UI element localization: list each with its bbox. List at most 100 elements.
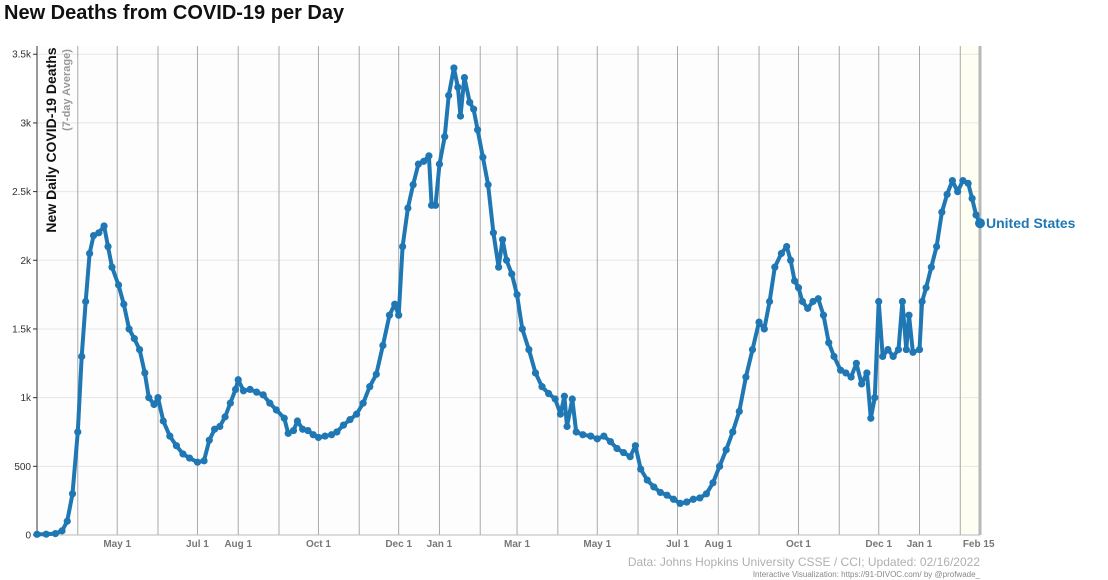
data-point (100, 222, 108, 230)
data-point (280, 414, 288, 422)
data-point (379, 341, 387, 350)
x-tick-label: Aug 1 (704, 539, 732, 550)
data-point (135, 345, 144, 354)
data-point (748, 345, 757, 354)
data-point (600, 432, 608, 440)
data-point (560, 392, 568, 400)
data-point (120, 300, 128, 308)
data-point (922, 284, 930, 292)
data-point (568, 395, 576, 403)
data-point (814, 295, 822, 303)
x-tick-label: Mar 1 (504, 539, 531, 550)
data-point (78, 352, 86, 361)
data-point (884, 345, 892, 354)
data-point (702, 490, 711, 498)
data-point (783, 242, 791, 251)
data-point (150, 400, 158, 409)
data-point (226, 399, 234, 407)
data-point (130, 334, 138, 343)
data-point (894, 345, 903, 354)
data-point (830, 352, 838, 361)
data-point (498, 236, 507, 244)
data-point (114, 281, 123, 289)
y-tick-label: 1k (20, 393, 32, 404)
data-point (68, 490, 77, 498)
data-point (643, 476, 651, 484)
data-point (889, 352, 897, 361)
data-point (58, 527, 66, 535)
data-point (863, 369, 871, 377)
x-tick-label: Jul 1 (666, 539, 689, 550)
data-point (825, 339, 833, 347)
data-point (404, 204, 412, 212)
data-point (927, 263, 935, 271)
data-point (399, 242, 407, 251)
y-axis-title: New Daily COVID-19 Deaths (43, 47, 59, 232)
data-point (239, 387, 248, 395)
data-point (82, 297, 90, 306)
data-point (852, 359, 860, 367)
data-point (259, 391, 267, 399)
data-point (613, 444, 621, 453)
data-point (508, 270, 516, 278)
x-tick-label: Oct 1 (786, 539, 811, 550)
series-end-marker (975, 218, 985, 229)
data-point (172, 442, 181, 450)
data-point (159, 417, 167, 425)
data-point (722, 446, 730, 454)
data-point (246, 385, 254, 393)
data-point (185, 454, 194, 462)
data-point (518, 325, 526, 333)
chart-title: New Deaths from COVID-19 per Day (4, 2, 345, 24)
visualization-credit[interactable]: Interactive Visualization: https://91-DI… (752, 570, 980, 579)
data-point (513, 291, 521, 299)
data-point (715, 462, 724, 470)
data-point (771, 263, 779, 271)
data-point (502, 256, 511, 264)
data-point (545, 389, 553, 398)
data-point (391, 300, 399, 308)
data-point (972, 211, 980, 219)
y-tick-label: 0 (25, 531, 31, 542)
data-point (479, 153, 487, 161)
data-point (735, 407, 743, 415)
data-point (346, 416, 354, 424)
data-point (339, 421, 348, 429)
data-point (525, 345, 533, 354)
x-tick-label: Jul 1 (186, 539, 209, 550)
x-tick-label: Oct 1 (306, 539, 331, 550)
data-source-note: Data: Johns Hopkins University CSSE / CC… (627, 555, 980, 569)
data-point (918, 297, 926, 306)
data-point (425, 152, 433, 160)
data-point (879, 352, 887, 361)
data-point (454, 83, 462, 91)
data-point (484, 181, 492, 189)
data-point (420, 157, 428, 165)
data-point (587, 432, 595, 440)
data-point (760, 325, 768, 333)
y-tick-label: 2k (20, 256, 32, 267)
data-point (798, 297, 807, 306)
data-point (51, 530, 60, 538)
data-point (289, 427, 298, 435)
y-tick-label: 500 (14, 462, 31, 473)
data-point (729, 428, 737, 436)
data-point (902, 345, 910, 354)
data-point (145, 394, 153, 402)
data-point (372, 370, 380, 378)
data-point (200, 457, 208, 465)
data-point (709, 479, 717, 487)
x-tick-label: May 1 (103, 539, 131, 550)
y-tick-label: 1.5k (12, 324, 32, 335)
data-point (460, 73, 469, 82)
x-tick-label: Dec 1 (865, 539, 892, 550)
data-point (216, 422, 224, 431)
x-tick-label: Aug 1 (224, 539, 252, 550)
data-point (63, 517, 71, 525)
data-point (293, 417, 302, 425)
data-point (932, 242, 941, 251)
data-point (95, 229, 103, 237)
data-point (352, 410, 361, 418)
y-tick-label: 2.5k (12, 187, 32, 198)
data-point (689, 495, 697, 503)
